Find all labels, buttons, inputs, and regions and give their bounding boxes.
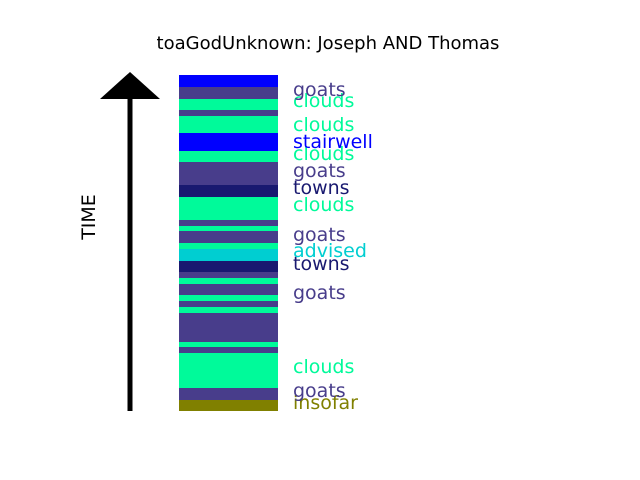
time-axis-arrowhead [100, 72, 160, 99]
segment-goats [179, 272, 278, 278]
segment-goats [179, 301, 278, 307]
timeline-labels: insofargoatscloudsgoatstownsadvisedgoats… [293, 79, 373, 414]
segment-label-towns: towns [293, 253, 350, 275]
segment-towns [179, 261, 278, 272]
segment-label-goats: goats [293, 380, 346, 402]
segment-label-stairwell: stairwell [293, 131, 373, 153]
segment-clouds [179, 243, 278, 249]
time-axis [100, 72, 160, 411]
segment-label-advised: advised [293, 240, 367, 262]
segment-clouds [179, 278, 278, 284]
segment-label-towns: towns [293, 177, 350, 199]
segment-label-clouds: clouds [293, 143, 354, 165]
segment-label-clouds: clouds [293, 114, 354, 136]
timeline-segments [179, 75, 278, 411]
segment-goats [179, 162, 278, 185]
segment-clouds [179, 151, 278, 162]
segment-goats [179, 388, 278, 400]
segment-insofar [179, 400, 278, 411]
segment-clouds [179, 226, 278, 231]
segment-clouds [179, 295, 278, 301]
segment-label-goats: goats [293, 224, 346, 246]
y-axis-label: TIME [78, 194, 100, 241]
segment-label-goats: goats [293, 282, 346, 304]
segment-goats [179, 284, 278, 295]
segment-clouds [179, 99, 278, 110]
segment-clouds [179, 353, 278, 388]
segment-advised [179, 249, 278, 261]
chart-title: toaGodUnknown: Joseph AND Thomas [157, 33, 500, 54]
segment-goats [179, 110, 278, 116]
segment-stairwell [179, 133, 278, 151]
segment-label-goats: goats [293, 160, 346, 182]
segment-label-clouds: clouds [293, 90, 354, 112]
segment-towns [179, 185, 278, 197]
segment-goats [179, 313, 278, 342]
segment-clouds [179, 197, 278, 220]
segment-goats [179, 347, 278, 353]
segment-goats [179, 231, 278, 243]
segment-clouds [179, 116, 278, 133]
segment-label-goats: goats [293, 79, 346, 101]
segment-label-insofar: insofar [293, 392, 358, 414]
segment-label-clouds: clouds [293, 194, 354, 216]
segment-clouds [179, 307, 278, 313]
segment-label-clouds: clouds [293, 356, 354, 378]
segment-stairwell [179, 75, 278, 87]
segment-goats [179, 220, 278, 226]
segment-goats [179, 87, 278, 99]
segment-clouds [179, 342, 278, 347]
